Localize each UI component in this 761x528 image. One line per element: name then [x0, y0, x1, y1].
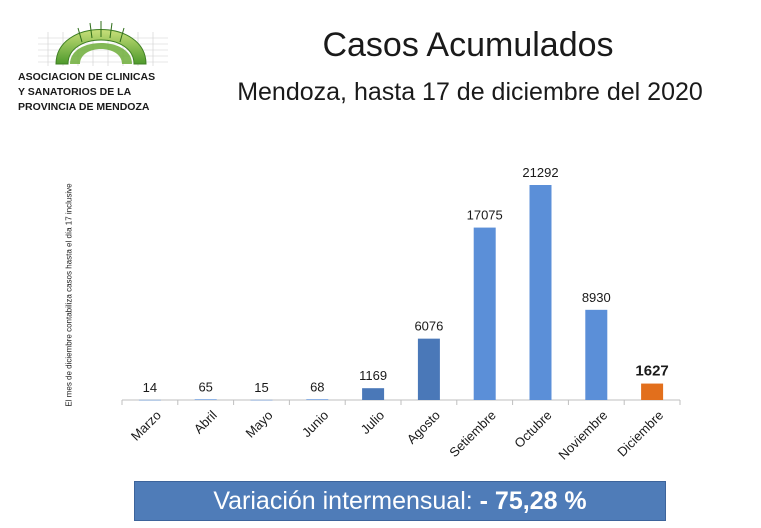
data-label: 8930 [582, 290, 611, 305]
variation-label: Variación intermensual: [213, 487, 480, 515]
bar-abril [194, 399, 217, 400]
x-tick-label: Setiembre [446, 408, 499, 461]
logo-line-3: PROVINCIA DE MENDOZA [18, 101, 150, 113]
logo-text: ASOCIACION DE CLINICAS Y SANATORIOS DE L… [18, 70, 180, 115]
bar-noviembre [585, 309, 608, 400]
bar-octubre [529, 185, 552, 400]
data-label: 6076 [414, 319, 443, 334]
bar-junio [306, 399, 329, 400]
variation-banner: Variación intermensual: - 75,28 % [134, 481, 666, 521]
bar-marzo [138, 399, 161, 401]
data-label: 17075 [467, 208, 503, 223]
x-tick-label: Julio [358, 408, 388, 438]
logo-line-1: ASOCIACION DE CLINICAS [18, 71, 156, 83]
x-tick-label: Junio [299, 408, 332, 441]
x-tick-label: Diciembre [614, 408, 666, 460]
x-tick-label: Noviembre [555, 408, 610, 463]
chart-title: Casos Acumulados [322, 26, 614, 64]
data-label: 1627 [635, 363, 668, 380]
data-label: 65 [198, 379, 212, 394]
data-label: 14 [143, 380, 157, 395]
bar-mayo [250, 399, 273, 401]
chart-subtitle: Mendoza, hasta 17 de diciembre del 2020 [237, 78, 703, 106]
x-tick-label: Abril [191, 407, 220, 436]
data-label: 21292 [522, 165, 558, 180]
data-label: 1169 [359, 368, 387, 383]
variation-value: - 75,28 % [479, 487, 587, 515]
bar-agosto [417, 338, 440, 400]
bar-setiembre [473, 227, 496, 400]
logo-line-2: Y SANATORIOS DE LA [18, 86, 132, 98]
bar-diciembre [641, 383, 664, 400]
data-label: 15 [254, 380, 268, 395]
logo-arch-graphic [38, 21, 168, 66]
x-tick-label: Mayo [243, 408, 276, 441]
logo: ASOCIACION DE CLINICAS Y SANATORIOS DE L… [8, 8, 180, 120]
x-tick-label: Agosto [404, 408, 443, 447]
bar-julio [362, 388, 385, 400]
x-tick-label: Marzo [128, 408, 164, 444]
data-label: 68 [310, 379, 324, 394]
x-tick-label: Octubre [511, 408, 554, 451]
